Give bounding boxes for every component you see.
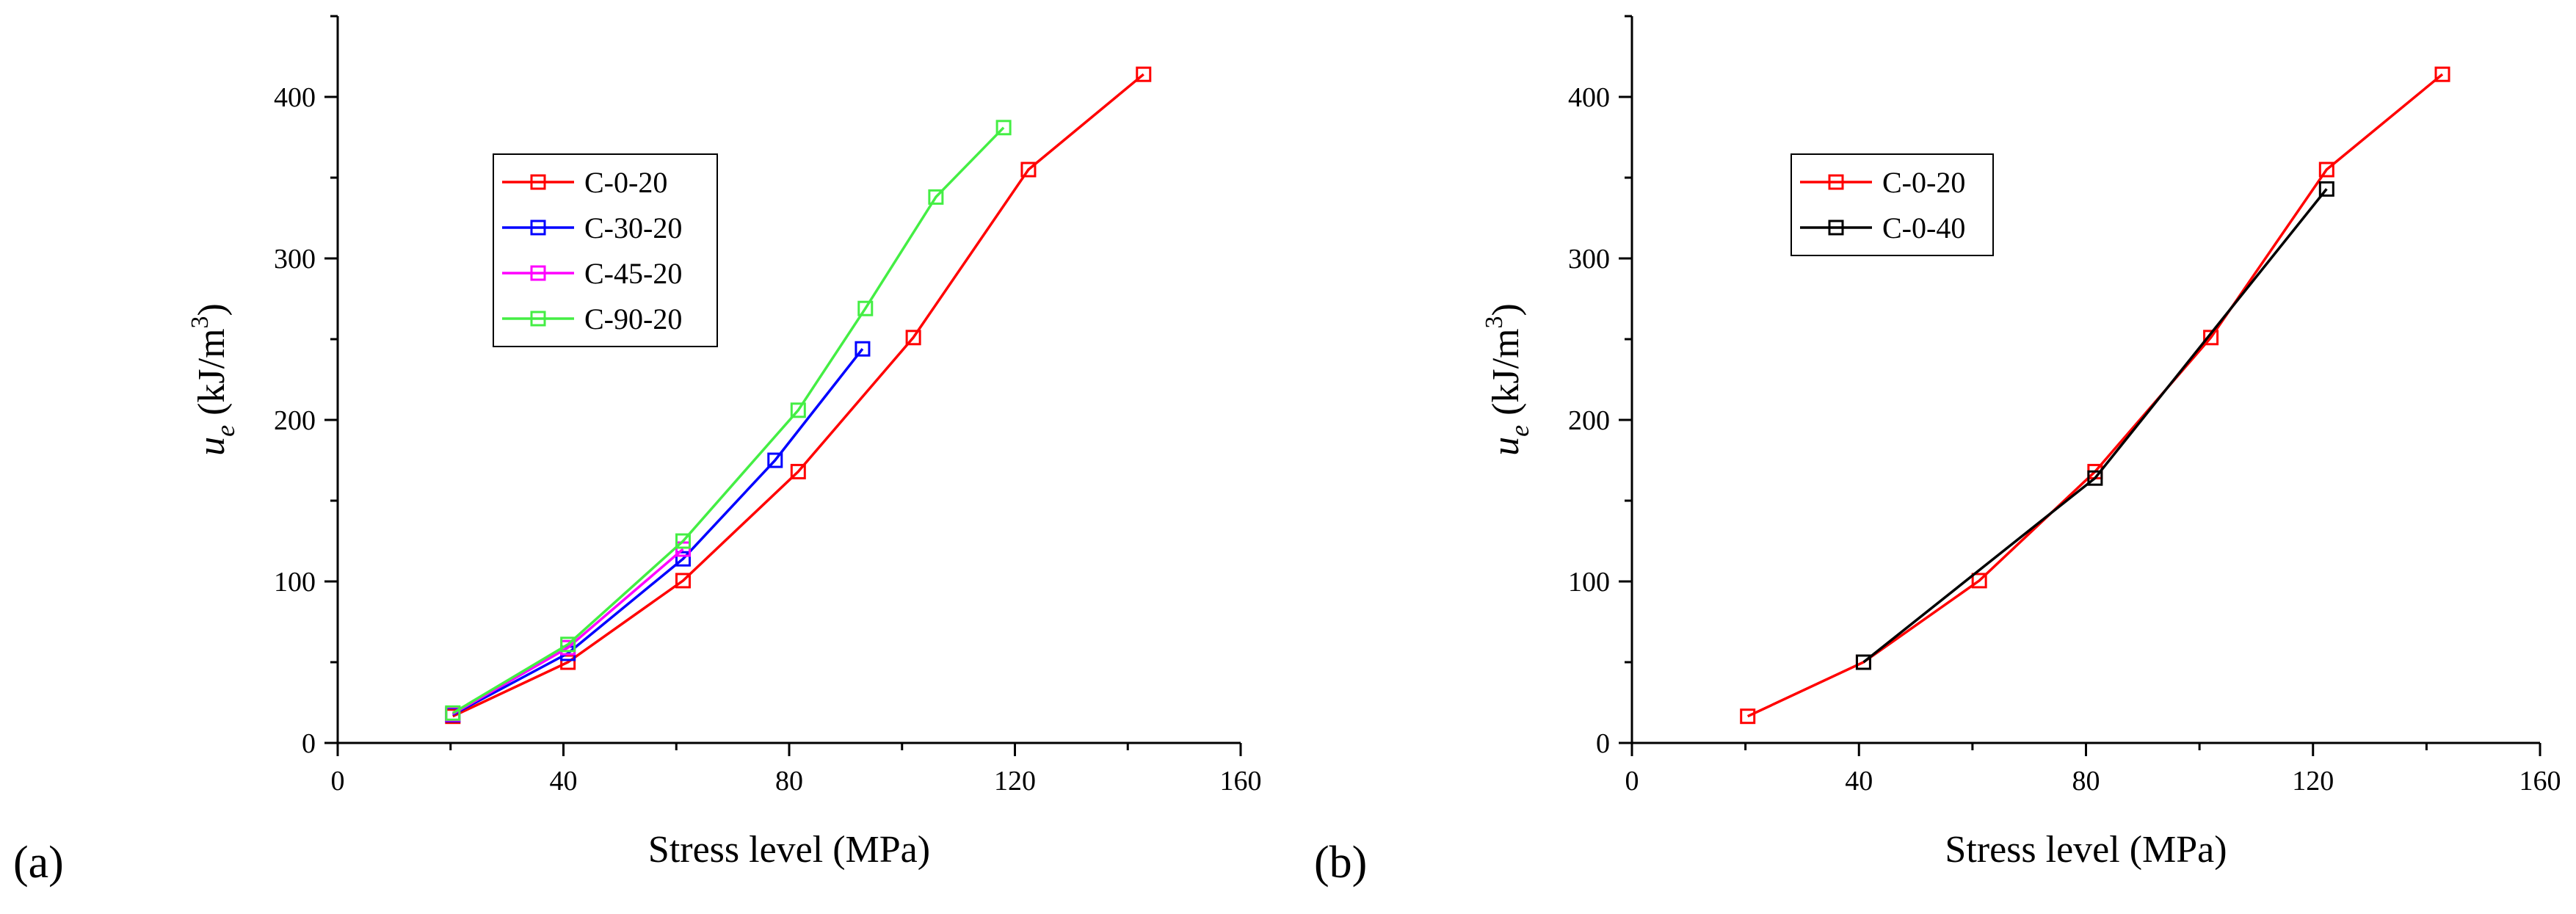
y-label-superscript: 3 bbox=[1481, 316, 1508, 328]
y-label-subscript: e bbox=[211, 425, 240, 437]
y-tick-label: 0 bbox=[1596, 728, 1610, 759]
x-tick-label: 160 bbox=[1220, 766, 1262, 797]
series-line bbox=[452, 73, 1144, 718]
data-point-marker bbox=[675, 533, 691, 549]
y-label-symbol: u bbox=[1485, 437, 1527, 456]
legend: C-0-20 C-30-20 C-45-20 C-90-20 bbox=[493, 153, 718, 347]
y-tick-label: 0 bbox=[302, 728, 316, 759]
data-point-marker bbox=[905, 330, 921, 346]
data-point-marker bbox=[1740, 708, 1756, 725]
series-line bbox=[451, 548, 684, 715]
y-label-unit: (kJ/m bbox=[1485, 328, 1527, 424]
x-tick-label: 160 bbox=[2519, 766, 2561, 797]
data-point-marker bbox=[790, 463, 806, 479]
data-point-marker bbox=[1136, 66, 1152, 82]
y-tick-label: 100 bbox=[274, 567, 316, 598]
y-tick-label: 400 bbox=[1568, 82, 1610, 113]
data-point-marker bbox=[857, 300, 874, 316]
data-point-marker bbox=[855, 341, 871, 357]
y-tick-label: 200 bbox=[1568, 405, 1610, 436]
data-point-marker bbox=[2087, 470, 2103, 486]
data-point-marker bbox=[1020, 162, 1037, 178]
legend-box bbox=[1790, 153, 1994, 256]
y-label-unit-close: ) bbox=[191, 303, 233, 316]
y-label-subscript: e bbox=[1505, 425, 1534, 437]
data-point-marker bbox=[767, 452, 783, 468]
legend-label: C-0-40 bbox=[1882, 211, 1965, 244]
series-line bbox=[451, 126, 1005, 714]
legend-marker bbox=[1828, 174, 1844, 190]
legend-label: C-0-20 bbox=[1882, 166, 1965, 199]
legend-item: C-0-40 bbox=[1800, 211, 1965, 244]
data-point-marker bbox=[2203, 330, 2219, 346]
x-tick-label: 80 bbox=[2072, 766, 2100, 797]
legend-label: C-90-20 bbox=[584, 302, 682, 336]
legend-item: C-30-20 bbox=[502, 211, 682, 244]
data-point-marker bbox=[675, 551, 691, 567]
x-axis-label: Stress level (MPa) bbox=[648, 829, 930, 871]
data-point-marker bbox=[560, 654, 576, 670]
y-axis-label: ue (kJ/m3) bbox=[1481, 303, 1534, 456]
legend-label: C-45-20 bbox=[584, 257, 682, 290]
legend-item: C-45-20 bbox=[502, 257, 682, 290]
panel-label: (a) bbox=[13, 838, 64, 888]
legend-item: C-0-20 bbox=[1800, 166, 1965, 199]
x-tick-label: 40 bbox=[550, 766, 578, 797]
x-tick-label: 0 bbox=[331, 766, 345, 797]
data-point-marker bbox=[560, 636, 576, 653]
panel-label: (b) bbox=[1314, 838, 1367, 888]
y-tick-label: 300 bbox=[274, 244, 316, 275]
legend-marker bbox=[530, 265, 546, 281]
y-label-symbol: u bbox=[191, 437, 233, 456]
legend-label: C-0-20 bbox=[584, 166, 667, 199]
x-axis-label: Stress level (MPa) bbox=[1945, 829, 2227, 871]
data-point-marker bbox=[2318, 162, 2334, 178]
y-tick-label: 300 bbox=[1568, 244, 1610, 275]
series-c-0-20 bbox=[445, 66, 1152, 725]
y-label-unit-close: ) bbox=[1485, 303, 1527, 316]
y-tick-label: 100 bbox=[1568, 567, 1610, 598]
x-tick-label: 40 bbox=[1845, 766, 1873, 797]
x-tick-label: 120 bbox=[994, 766, 1036, 797]
data-point-marker bbox=[928, 189, 944, 205]
legend-item: C-90-20 bbox=[502, 302, 682, 336]
y-label-superscript: 3 bbox=[186, 316, 214, 328]
series-c-90-20 bbox=[445, 120, 1012, 721]
x-tick-label: 0 bbox=[1625, 766, 1639, 797]
data-point-marker bbox=[2318, 181, 2334, 197]
legend-marker bbox=[1828, 220, 1844, 236]
legend: C-0-20 C-0-40 bbox=[1790, 153, 1994, 256]
x-tick-label: 120 bbox=[2292, 766, 2334, 797]
y-axis-label: ue (kJ/m3) bbox=[186, 303, 240, 456]
y-label-unit: (kJ/m bbox=[191, 328, 233, 424]
series-line bbox=[452, 348, 864, 717]
legend-item: C-0-20 bbox=[502, 166, 667, 199]
data-point-marker bbox=[1855, 654, 1871, 670]
legend-marker bbox=[530, 220, 546, 236]
legend-marker bbox=[530, 311, 546, 327]
data-point-marker bbox=[675, 573, 691, 589]
data-point-marker bbox=[995, 120, 1012, 136]
series-c-0-40 bbox=[1855, 181, 2334, 670]
data-point-marker bbox=[445, 705, 461, 721]
data-point-marker bbox=[790, 402, 806, 418]
legend-label: C-30-20 bbox=[584, 211, 682, 244]
chart-panel-b: 0 40 80 120 160 0 100 200 300 400 Stress level (MP… bbox=[1314, 15, 2561, 888]
data-point-marker bbox=[2434, 66, 2450, 82]
legend-marker bbox=[530, 174, 546, 190]
chart-panel-a: 0 40 80 120 160 0 100 200 300 400 Stress level (MP… bbox=[13, 15, 1262, 888]
x-tick-label: 80 bbox=[775, 766, 803, 797]
data-point-marker bbox=[1971, 573, 1987, 589]
y-tick-label: 200 bbox=[274, 405, 316, 436]
series-line bbox=[1862, 188, 2328, 664]
y-tick-label: 400 bbox=[274, 82, 316, 113]
